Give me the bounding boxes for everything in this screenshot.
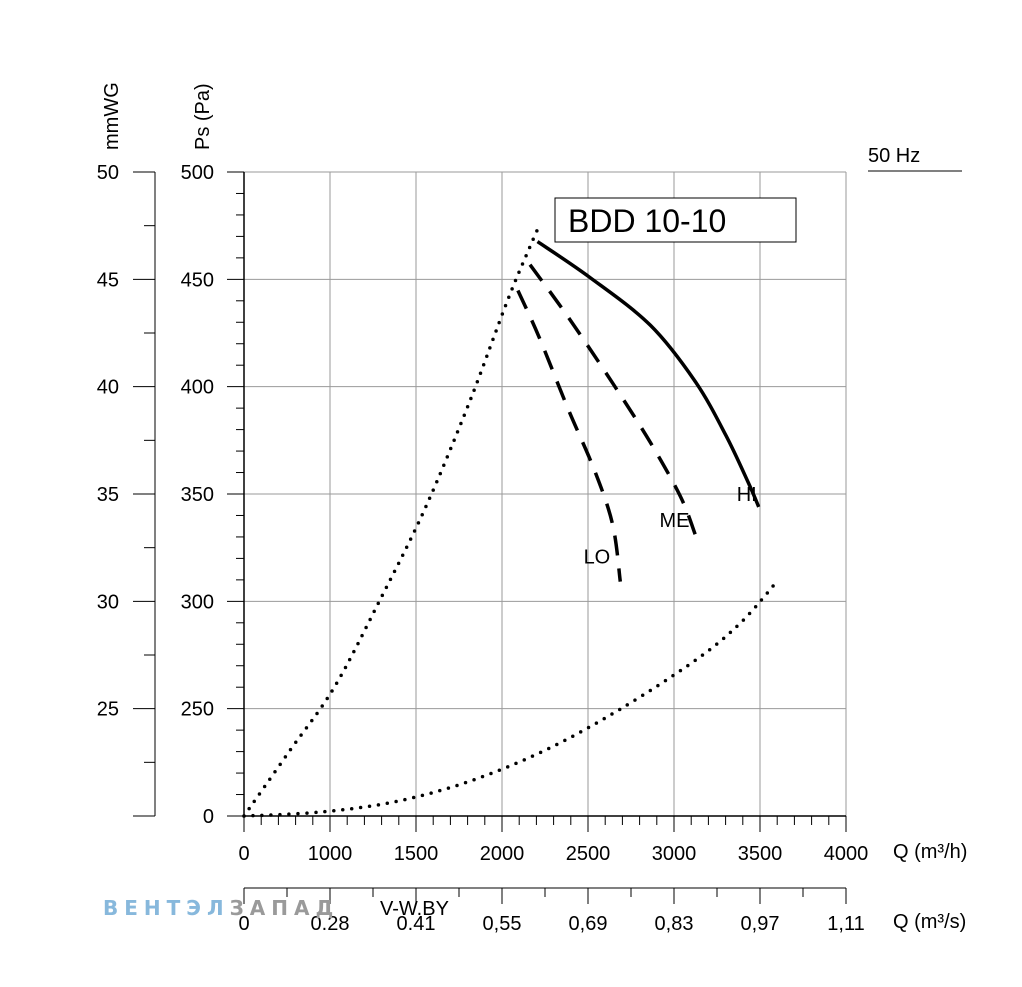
x-tick-label-m3h: 2000 [480,843,525,865]
y-tick-label-pa: 250 [181,699,214,721]
x-tick-label-m3h: 1000 [308,843,353,865]
x-tick-label-m3s: 0.28 [311,913,350,935]
x-tick-label-m3h: 0 [238,843,249,865]
y-tick-label-mmwg: 50 [97,162,119,184]
series-label-hi: HI [737,484,757,506]
watermark-site: V-W.BY [380,898,449,920]
x-tick-label-m3s: 0,97 [741,913,780,935]
x-tick-label-m3s: 0 [238,913,249,935]
x-tick-label-m3h: 4000 [824,843,869,865]
y-tick-label-mmwg: 25 [97,699,119,721]
series-line-lo [516,289,623,582]
x-tick-label-m3h: 3000 [652,843,697,865]
svg-text:ВЕНТЭЛЗАПАД: ВЕНТЭЛЗАПАД [103,896,339,920]
title-box [554,197,797,243]
series-line-hi [536,240,761,508]
x-tick-label-m3s: 1,11 [827,913,864,935]
y-tick-label-pa: 450 [181,269,214,291]
y-tick-label-pa: 0 [203,806,214,828]
series-line-me [528,263,698,536]
y-tick-label-pa: 400 [181,377,214,399]
chart-grid [243,171,847,817]
y-axis-label-pa: Ps (Pa) [192,83,214,150]
watermark-brand-part1: ВЕНТЭЛ [103,896,230,920]
y-tick-label-pa: 300 [181,591,214,613]
bottom-axes: 0 1000 1500 2000 2500 3000 3500 4000 0 0.28 0.41 0,… [238,816,868,935]
y-tick-label-mmwg: 45 [97,269,119,291]
series-label-lo: LO [584,547,611,569]
x-tick-label-m3h: 2500 [566,843,611,865]
y-tick-label-mmwg: 30 [97,591,119,613]
x-tick-label-m3s: 0,83 [655,913,694,935]
x-axis-label-m3h: Q (m³/h) [893,841,967,863]
x-tick-label-m3s: 0.41 [397,913,436,935]
frequency-label: 50 Hz [868,145,920,167]
watermark-brand-part2: ЗАПАД [230,896,340,920]
limit-curve-2 [242,579,779,818]
y-tick-label-pa: 350 [181,484,214,506]
series-label-me: ME [660,510,690,532]
limit-curve-1 [242,224,541,818]
x-tick-label-m3h: 3500 [738,843,783,865]
y-tick-label-pa: 500 [181,162,214,184]
x-tick-label-m3h: 1500 [394,843,439,865]
y-tick-label-mmwg: 35 [97,484,119,506]
left-axes: 0 250 300 350 400 450 500 25 30 35 40 45 50 [97,162,244,828]
chart-title: BDD 10-10 [568,203,726,239]
chart-curves: HI ME LO [242,224,779,818]
y-axis-label-mmwg: mmWG [101,82,123,150]
x-axis-label-m3s: Q (m³/s) [893,911,966,933]
x-tick-label-m3s: 0,69 [569,913,608,935]
watermark: ВЕНТЭЛЗАПАД V-W.BY [103,896,449,920]
y-tick-label-mmwg: 40 [97,377,119,399]
x-tick-label-m3s: 0,55 [483,913,522,935]
